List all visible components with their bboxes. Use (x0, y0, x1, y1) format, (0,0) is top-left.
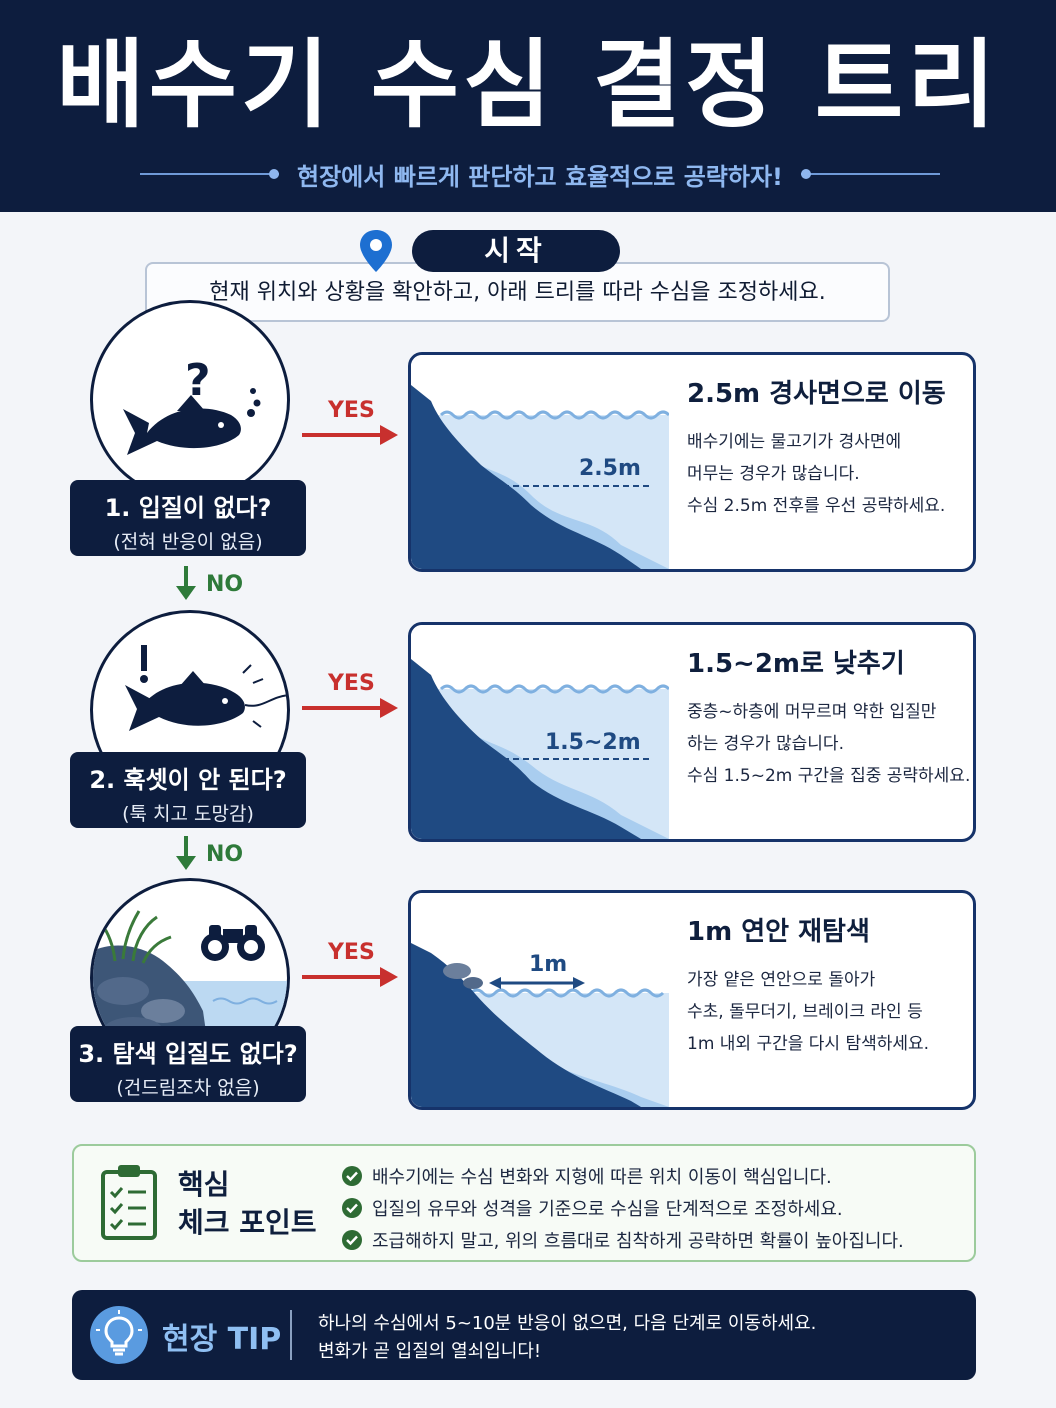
check-circle-icon (342, 1198, 362, 1218)
step3-result-text: 1m 연안 재탐색 가장 얕은 연안으로 돌아가 수초, 돌무더기, 브레이크 … (687, 911, 973, 1060)
step2-no-arrow: NO (172, 834, 252, 874)
step2-question: 2. 훅셋이 안 된다? (툭 치고 도망감) (70, 752, 306, 828)
step2-result-text: 1.5~2m로 낮추기 중층~하층에 머무르며 약한 입질만 하는 경우가 많습… (687, 643, 973, 792)
subtitle-row: 현장에서 빠르게 판단하고 효율적으로 공략하자! (140, 156, 940, 192)
depth-slope-illustration: 2.5m (411, 355, 669, 569)
tip-line: 하나의 수심에서 5~10분 반응이 없으면, 다음 단계로 이동하세요. (318, 1313, 817, 1334)
step3-depth-label: 1m (529, 952, 567, 977)
step2-question-title: 2. 훅셋이 안 된다? (89, 766, 287, 794)
arrow-down-icon (176, 836, 196, 870)
step2-result-line: 수심 1.5~2m 구간을 집중 공략하세요. (687, 766, 971, 786)
step1-result-text: 2.5m 경사면으로 이동 배수기에는 물고기가 경사면에 머무는 경우가 많습… (687, 373, 973, 522)
step1-depth-label: 2.5m (579, 456, 641, 481)
step1-yes-label: YES (328, 398, 375, 423)
step2-result-line: 하는 경우가 많습니다. (687, 734, 844, 754)
step2-no-label: NO (206, 842, 244, 867)
step2-result-line: 중층~하층에 머무르며 약한 입질만 (687, 702, 937, 722)
step1-question-title: 1. 입질이 없다? (104, 494, 272, 522)
arrow-right-icon (302, 967, 398, 987)
check-circle-icon (342, 1166, 362, 1186)
step3-result-line: 수초, 돌무더기, 브레이크 라인 등 (687, 1002, 923, 1022)
lightbulb-icon (90, 1306, 148, 1364)
page-subtitle: 현장에서 빠르게 판단하고 효율적으로 공략하자! (297, 162, 783, 191)
step3-result-title: 1m 연안 재탐색 (687, 917, 870, 947)
step1-illustration: ? (90, 300, 290, 500)
step2-yes-label: YES (328, 671, 375, 696)
checkpoint-box: 핵심 체크 포인트 배수기에는 수심 변화와 지형에 따른 위치 이동이 핵심입… (72, 1144, 976, 1262)
step3-question-detail: (건드림조차 없음) (116, 1077, 260, 1099)
depth-slope-illustration: 1.5~2m (411, 625, 669, 839)
check-circle-icon (342, 1230, 362, 1250)
checkpoint-title-line: 핵심 (178, 1168, 230, 1201)
step3-result-card: 1m 1m 연안 재탐색 가장 얕은 연안으로 돌아가 수초, 돌무더기, 브레… (408, 890, 976, 1110)
checkpoint-item: 배수기에는 수심 변화와 지형에 따른 위치 이동이 핵심입니다. (342, 1160, 904, 1192)
checkpoint-item: 입질의 유무와 성격을 기준으로 수심을 단계적으로 조정하세요. (342, 1192, 904, 1224)
header: 배수기 수심 결정 트리 현장에서 빠르게 판단하고 효율적으로 공략하자! (0, 0, 1056, 212)
step3-question-title: 3. 탐색 입질도 없다? (78, 1040, 298, 1068)
checkpoint-item-text: 조급해하지 말고, 위의 흐름대로 침착하게 공략하면 확률이 높아집니다. (372, 1231, 904, 1252)
fish-alert-icon (125, 645, 287, 731)
location-pin-icon (360, 230, 392, 272)
field-tip-box: 현장 TIP 하나의 수심에서 5~10분 반응이 없으면, 다음 단계로 이동… (72, 1290, 976, 1380)
arrow-right-icon (302, 425, 398, 445)
page-title: 배수기 수심 결정 트리 (56, 29, 1000, 141)
checkpoint-title-line: 체크 포인트 (178, 1206, 317, 1239)
arrow-down-icon (176, 566, 196, 600)
depth-slope-illustration: 1m (411, 893, 669, 1107)
step1-result-line: 수심 2.5m 전후를 우선 공략하세요. (687, 496, 946, 516)
step3-question: 3. 탐색 입질도 없다? (건드림조차 없음) (70, 1026, 306, 1102)
tip-text: 하나의 수심에서 5~10분 반응이 없으면, 다음 단계로 이동하세요. 변화… (318, 1310, 816, 1366)
clipboard-check-icon (101, 1165, 157, 1240)
checkpoint-list: 배수기에는 수심 변화와 지형에 따른 위치 이동이 핵심입니다. 입질의 유무… (342, 1160, 904, 1256)
checkpoint-item-text: 배수기에는 수심 변화와 지형에 따른 위치 이동이 핵심입니다. (372, 1167, 832, 1188)
step1-question: 1. 입질이 없다? (전혀 반응이 없음) (70, 480, 306, 556)
step1-question-detail: (전혀 반응이 없음) (113, 531, 263, 553)
step3-result-line: 가장 얕은 연안으로 돌아가 (687, 970, 876, 990)
fish-question-icon: ? (123, 355, 261, 455)
start-instruction: 현재 위치와 상황을 확안하고, 아래 트리를 따라 수심을 조정하세요. (145, 262, 890, 322)
step3-yes-arrow: YES (300, 940, 400, 996)
step1-yes-arrow: YES (300, 398, 400, 454)
step1-result-card: 2.5m 2.5m 경사면으로 이동 배수기에는 물고기가 경사면에 머무는 경… (408, 352, 976, 572)
checkpoint-item-text: 입질의 유무와 성격을 기준으로 수심을 단계적으로 조정하세요. (372, 1199, 843, 1220)
arrow-right-icon (302, 698, 398, 718)
step2-yes-arrow: YES (300, 671, 400, 727)
step1-result-line: 배수기에는 물고기가 경사면에 (687, 432, 902, 452)
step2-depth-label: 1.5~2m (545, 730, 641, 755)
checkpoint-title: 핵심 체크 포인트 (178, 1166, 317, 1242)
step1-no-label: NO (206, 572, 244, 597)
step3-result-line: 1m 내외 구간을 다시 탐색하세요. (687, 1034, 930, 1054)
start-badge: 시작 (412, 230, 620, 272)
tip-divider (290, 1310, 292, 1360)
step1-result-line: 머무는 경우가 많습니다. (687, 464, 860, 484)
step3-yes-label: YES (328, 940, 375, 965)
tip-title: 현장 TIP (162, 1322, 282, 1357)
checkpoint-item: 조급해하지 말고, 위의 흐름대로 침착하게 공략하면 확률이 높아집니다. (342, 1224, 904, 1256)
step1-no-arrow: NO (172, 564, 252, 604)
subtitle-divider-left (140, 169, 280, 179)
step2-question-detail: (툭 치고 도망감) (122, 803, 254, 825)
step2-result-card: 1.5~2m 1.5~2m로 낮추기 중층~하층에 머무르며 약한 입질만 하는… (408, 622, 976, 842)
step1-result-title: 2.5m 경사면으로 이동 (687, 379, 946, 409)
subtitle-divider-right (800, 169, 940, 179)
tip-line: 변화가 곧 입질의 열쇠입니다! (318, 1341, 542, 1362)
step2-result-title: 1.5~2m로 낮추기 (687, 649, 905, 679)
